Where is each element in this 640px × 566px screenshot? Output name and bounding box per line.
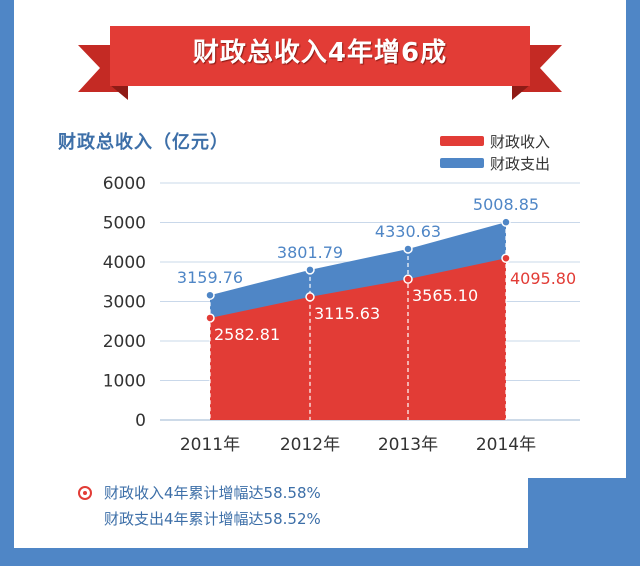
banner-left-tail (78, 45, 120, 92)
y-tick-label: 3000 (103, 293, 146, 313)
y-tick-label: 1000 (103, 372, 146, 392)
banner-left-fold (110, 85, 128, 100)
point-income (403, 274, 413, 284)
y-tick-label: 5000 (103, 214, 146, 234)
x-tick-label: 2012年 (280, 435, 340, 455)
point-income (305, 292, 315, 302)
title-banner (78, 26, 562, 100)
legend-item-income: 财政收入 (440, 130, 550, 152)
y-tick-label: 4000 (103, 253, 146, 273)
x-tick-label: 2011年 (180, 435, 240, 455)
point-expense (205, 290, 215, 300)
legend-label-expense: 财政支出 (490, 154, 551, 173)
note-income-growth: 财政收入4年累计增幅达58.58% (104, 484, 321, 502)
legend-swatch-expense (440, 158, 484, 168)
legend-item-expense: 财政支出 (440, 152, 550, 174)
data-label-expense: 3801.79 (277, 243, 343, 262)
data-label-income: 3565.10 (412, 286, 478, 305)
y-tick-label: 6000 (103, 174, 146, 194)
chart-title: 财政总收入（亿元） (58, 132, 229, 153)
legend: 财政收入 财政支出 (440, 130, 550, 174)
x-tick-label: 2014年 (476, 435, 536, 455)
area-income (210, 258, 506, 420)
data-label-expense: 3159.76 (177, 268, 243, 287)
card-corner-fold (528, 478, 626, 548)
data-label-income: 4095.80 (510, 269, 576, 288)
banner-title: 财政总收入4年增6成 (192, 38, 448, 68)
bullet-target-icon (78, 486, 92, 500)
point-income (205, 313, 215, 323)
point-income (501, 253, 511, 263)
point-expense (403, 244, 413, 254)
y-tick-label: 2000 (103, 332, 146, 352)
data-label-income: 2582.81 (214, 325, 280, 344)
data-label-income: 3115.63 (314, 304, 380, 323)
point-expense (305, 265, 315, 275)
banner-body (110, 26, 530, 86)
point-expense (501, 217, 511, 227)
legend-swatch-income (440, 136, 484, 146)
data-label-expense: 5008.85 (473, 195, 539, 214)
data-label-expense: 4330.63 (375, 222, 441, 241)
x-tick-label: 2013年 (378, 435, 438, 455)
area-chart: 0 1000 2000 3000 4000 5000 6000 3159.76 3801.79 4… (103, 174, 580, 455)
banner-right-tail (520, 45, 562, 92)
banner-right-fold (512, 85, 530, 100)
y-tick-label: 0 (135, 411, 146, 431)
notes: 财政收入4年累计增幅达58.58% 财政支出4年累计增幅达58.52% (78, 480, 321, 532)
note-expense-growth: 财政支出4年累计增幅达58.52% (104, 510, 321, 528)
legend-label-income: 财政收入 (490, 132, 551, 151)
